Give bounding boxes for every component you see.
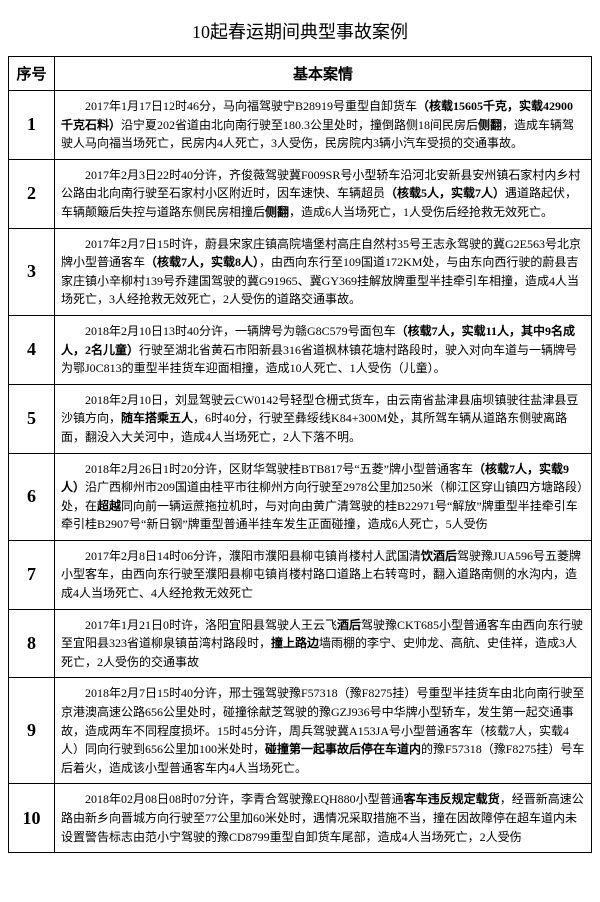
row-number: 7 bbox=[9, 540, 55, 609]
row-case: 2017年2月8日14时06分许，濮阳市濮阳县柳屯镇肖楼村人武国清饮酒后驾驶豫J… bbox=[55, 540, 592, 609]
table-row: 32017年2月7日15时许，蔚县宋家庄镇高院墙堡村高庄自然村35号王志永驾驶的… bbox=[9, 228, 592, 315]
row-case: 2018年2月26日1时20分许，区财华驾驶桂BTB817号“五菱”牌小型普通客… bbox=[55, 453, 592, 540]
row-number: 9 bbox=[9, 678, 55, 784]
cases-table: 序号 基本案情 12017年1月17日12时46分，马向福驾驶宁B28919号重… bbox=[8, 56, 592, 853]
row-case: 2017年2月3日22时40分许，齐俊薇驾驶冀F009SR号小型轿车沿河北安新县… bbox=[55, 159, 592, 228]
row-case: 2017年2月7日15时许，蔚县宋家庄镇高院墙堡村高庄自然村35号王志永驾驶的冀… bbox=[55, 228, 592, 315]
row-number: 1 bbox=[9, 91, 55, 160]
table-row: 22017年2月3日22时40分许，齐俊薇驾驶冀F009SR号小型轿车沿河北安新… bbox=[9, 159, 592, 228]
row-case: 2018年02月08日08时07分许，李青合驾驶豫EQH880小型普通客车违反规… bbox=[55, 784, 592, 853]
table-row: 72017年2月8日14时06分许，濮阳市濮阳县柳屯镇肖楼村人武国清饮酒后驾驶豫… bbox=[9, 540, 592, 609]
row-case: 2018年2月7日15时40分许，邢士强驾驶豫F57318（豫F8275挂）号重… bbox=[55, 678, 592, 784]
header-num: 序号 bbox=[9, 57, 55, 91]
row-number: 3 bbox=[9, 228, 55, 315]
table-row: 42018年2月10日13时40分许，一辆牌号为赣G8C579号面包车（核载7人… bbox=[9, 315, 592, 384]
table-row: 102018年02月08日08时07分许，李青合驾驶豫EQH880小型普通客车违… bbox=[9, 784, 592, 853]
row-number: 4 bbox=[9, 315, 55, 384]
table-row: 92018年2月7日15时40分许，邢士强驾驶豫F57318（豫F8275挂）号… bbox=[9, 678, 592, 784]
row-number: 8 bbox=[9, 609, 55, 678]
header-case: 基本案情 bbox=[55, 57, 592, 91]
row-number: 6 bbox=[9, 453, 55, 540]
row-case: 2018年2月10日13时40分许，一辆牌号为赣G8C579号面包车（核载7人，… bbox=[55, 315, 592, 384]
row-number: 5 bbox=[9, 384, 55, 453]
row-case: 2017年1月17日12时46分，马向福驾驶宁B28919号重型自卸货车（核载1… bbox=[55, 91, 592, 160]
table-row: 62018年2月26日1时20分许，区财华驾驶桂BTB817号“五菱”牌小型普通… bbox=[9, 453, 592, 540]
row-number: 10 bbox=[9, 784, 55, 853]
table-row: 52018年2月10日，刘显驾驶云CW0142号轻型仓栅式货车，由云南省盐津县庙… bbox=[9, 384, 592, 453]
page-title: 10起春运期间典型事故案例 bbox=[8, 8, 592, 56]
table-row: 82017年1月21日0时许，洛阳宜阳县驾驶人王云飞酒后驾驶豫CKT685小型普… bbox=[9, 609, 592, 678]
row-case: 2017年1月21日0时许，洛阳宜阳县驾驶人王云飞酒后驾驶豫CKT685小型普通… bbox=[55, 609, 592, 678]
row-number: 2 bbox=[9, 159, 55, 228]
row-case: 2018年2月10日，刘显驾驶云CW0142号轻型仓栅式货车，由云南省盐津县庙坝… bbox=[55, 384, 592, 453]
table-row: 12017年1月17日12时46分，马向福驾驶宁B28919号重型自卸货车（核载… bbox=[9, 91, 592, 160]
